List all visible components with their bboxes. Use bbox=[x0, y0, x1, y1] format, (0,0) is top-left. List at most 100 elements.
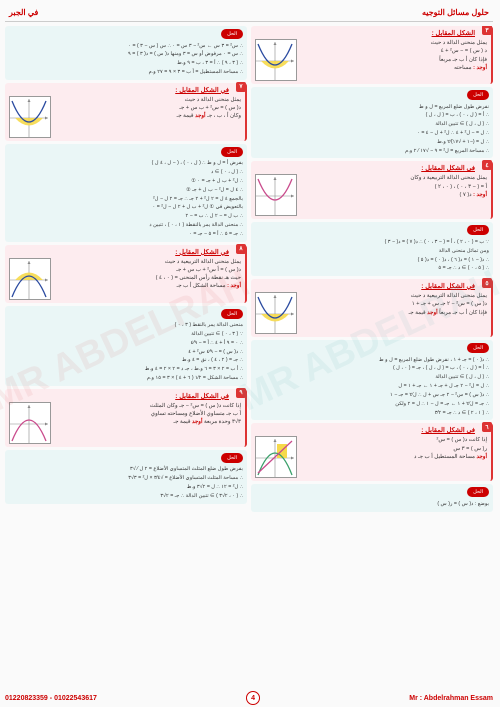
problem-graph bbox=[256, 174, 298, 216]
problem-title: في الشكل المقابل : bbox=[256, 282, 476, 290]
problem-graph bbox=[10, 402, 52, 444]
page-footer: Mr : Abdelrahman Essam 4 01022543617 - 0… bbox=[6, 691, 494, 705]
solution-line: ∴ ( ١ ، ٢ ) ∋ د ∴ جـ = ٣⁄٢ bbox=[256, 409, 490, 417]
problem-text: إذا كانت د( س ) = س² − جـ وكان المثلثأ ب… bbox=[55, 402, 242, 444]
problem-number: ٦ bbox=[483, 422, 493, 432]
solution-block: الحل نفرض طول ضلع المربع = ل و ط∴ أ = ( ل… bbox=[252, 87, 494, 158]
problem-graph bbox=[10, 258, 52, 300]
solution-label: الحل bbox=[222, 29, 244, 39]
solution-block: الحل ∴ س² = ٣ س ← س² − ٣ س = ٠ ∴ س ( س − … bbox=[6, 26, 248, 80]
solution-label: الحل bbox=[468, 225, 490, 235]
solution-line: ∴ ( ل ، ٠ ) ∋ د bbox=[10, 168, 244, 176]
solution-line: ∴ ل = ل² − ٢ جـ ل + جـ + ١ ← جـ + ١ = ل bbox=[256, 382, 490, 390]
solution-line: ∴ ل² + ب ل + جـ = ٠ ① bbox=[10, 177, 244, 185]
solution-line: ∴ ( ل ، ل ) ∋ تتبين الدالة bbox=[256, 373, 490, 381]
solution-block: الحل بفرض أ = ل و ط ∴ ( ل ، ٠ ) ، ( − ل ،… bbox=[6, 144, 248, 242]
solution-line: ∴ ( ٣ ، ٩ ) ∴ أ = ٣ ، ب = ٩ و.ط bbox=[10, 59, 244, 67]
problem-graph bbox=[256, 436, 298, 478]
solution-line: ∴ جـ = ( ٢ ، ٤ ) ، نق = ٤ و.ط bbox=[10, 356, 244, 364]
problem-title: في الشكل المقابل : bbox=[10, 392, 230, 400]
problem-number: ٤ bbox=[483, 160, 493, 170]
solution-line: بفرض طول ضلع المثلث المتساوي الأضلاع = ٢… bbox=[10, 465, 244, 473]
problem-title: في الشكل المقابل : bbox=[10, 248, 230, 256]
problem-number: ٨ bbox=[237, 244, 247, 254]
solution-label: الحل bbox=[222, 309, 244, 319]
solution-line: ∴ جـ = ل⁄٢ + ١ ← جـ = ل − ١ ∴ ل = ٢ ولكن bbox=[256, 400, 490, 408]
problem-title: في الشكل المقابل : bbox=[256, 426, 476, 434]
problem-title: في الشكل المقابل : bbox=[256, 164, 476, 172]
problem-number: ٥ bbox=[483, 278, 493, 288]
problem-block: ٥ في الشكل المقابل : يمثل منحنى الدالة ا… bbox=[252, 279, 494, 337]
solution-block: الحل بفرض طول ضلع المثلث المتساوي الأضلاع… bbox=[6, 450, 248, 504]
solution-line: نفرض طول ضلع المربع = ل و ط bbox=[256, 103, 490, 111]
solution-line: منحنى الدالة يمر بالنقط ( ٣ ، ٠ ) bbox=[10, 321, 244, 329]
problem-text: يمثل منحنى الدالة د حيثد( س ) = س² + ب س… bbox=[55, 96, 242, 138]
solution-line: بفرض أ = ل و ط ∴ ( ل ، ٠ ) ، ( − ل ، ٤ ل… bbox=[10, 159, 244, 167]
solution-line: ∴ ب ل = − ٢ ل ∴ ب = − ٢ bbox=[10, 212, 244, 220]
problem-graph bbox=[256, 39, 298, 81]
solution-label: الحل bbox=[222, 453, 244, 463]
solution-line: ∴ س = ٠ مرفوض أو س = ٣ ومنها د( س ) = د(… bbox=[10, 50, 244, 58]
solution-label: الحل bbox=[468, 90, 490, 100]
problem-text: إذا كانت د( س ) = س²ر( س ) = ٣ سأوجد مسا… bbox=[301, 436, 488, 478]
problem-block: ٩ في الشكل المقابل : إذا كانت د( س ) = س… bbox=[6, 389, 248, 447]
solution-line: ∵ ب = ( ٠ ، ٢ ) ، أ = ( − ٣ ، ٠ ) ∴ د( ٧… bbox=[256, 238, 490, 246]
problem-graph bbox=[10, 96, 52, 138]
footer-author: Mr : Abdelrahman Essam bbox=[410, 695, 494, 702]
solution-line: ∵ ( ٣ ، ٠ ) ∋ تتبين الدالة bbox=[10, 330, 244, 338]
solution-line: بالجمع ٤ ل = ٢ ل² + ٢ جـ ∴ جـ = ٢ ل − ل² bbox=[10, 195, 244, 203]
solution-line: بالتعويض في ① ل² + ب ل + ٢ ل − ل² = ٠ bbox=[10, 203, 244, 211]
solution-label: الحل bbox=[468, 487, 490, 497]
solution-line: ∴ د( − ١ ) = د( ٦ ) ، د( ٠ ) = د( ٥ ) bbox=[256, 256, 490, 264]
solution-line: ∴ أ = ( ل ، ٠ ) ، ب = ( ل ، ل ) ، جـ = (… bbox=[256, 364, 490, 372]
solution-line: ∴ ل = (−١ + √١٧)⁄٢ و.ط bbox=[256, 138, 490, 146]
solution-line: ∴ د( س ) = − ٤⁄٩ س² + ٤ bbox=[10, 348, 244, 356]
footer-phones: 01022543617 - 01220823359 bbox=[6, 695, 98, 702]
solution-line: ∴ ل² = ١٢ ∴ ل = ٢√٣ و.ط bbox=[10, 483, 244, 491]
solution-label: الحل bbox=[222, 147, 244, 157]
problem-block: ٦ في الشكل المقابل : إذا كانت د( س ) = س… bbox=[252, 423, 494, 481]
problem-number: ٧ bbox=[237, 82, 247, 92]
problem-graph bbox=[256, 292, 298, 334]
solution-line: ∴ جـ = ٥ ∴ أ = ٥ − جـ = ٠ bbox=[10, 230, 244, 238]
solution-line: ∴ ( ل ، ل ) ∋ تتبين الدالة bbox=[256, 120, 490, 128]
solution-line: ∴ ٠ = ٩ أ + ٤ ∴ أ = − ٤⁄٩ bbox=[10, 339, 244, 347]
solution-line: ∴ ( ٠ ، ٢√٣ ) ∋ تتبين الدالة ∴ جـ = ٢√٣ bbox=[10, 492, 244, 500]
solution-block: الحل بوضع : د( س ) = ر( س ) bbox=[252, 484, 494, 511]
solution-block: الحل ∴ د( ٠ ) = جـ + ١ ، نفرض طول ضلع الم… bbox=[252, 340, 494, 420]
solution-line: ∴ ٤ ل = ل² − ب ل + جـ ② bbox=[10, 186, 244, 194]
solution-line: ∴ س² = ٣ س ← س² − ٣ س = ٠ ∴ س ( س − ٣ ) … bbox=[10, 42, 244, 50]
page-number: 4 bbox=[247, 691, 261, 705]
solution-line: ∴ مساحة المثلث المتساوي الأضلاع = √٣⁄٤ ×… bbox=[10, 474, 244, 482]
problem-block: ٨ في الشكل المقابل : يمثل منحنى الدالة ا… bbox=[6, 245, 248, 303]
problem-text: يمثل منحنى الدالة التربيعية د حيثد( س ) … bbox=[301, 292, 488, 334]
header-right: حلول مسائل التوجيه bbox=[423, 8, 490, 17]
solution-line: ∴ مساحة المستطيل = أ ب = ٣ × ٩ = ٢٧ و.م bbox=[10, 68, 244, 76]
problem-text: يمثل منحنى الدالة د حيثد ( س ) = − س² + … bbox=[301, 39, 488, 81]
right-column: الحل ∴ س² = ٣ س ← س² − ٣ س = ٠ ∴ س ( س − … bbox=[6, 26, 248, 689]
solution-label: الحل bbox=[468, 343, 490, 353]
left-column: ٣ الشكل المقابل : يمثل منحنى الدالة د حي… bbox=[252, 26, 494, 689]
solution-line: بوضع : د( س ) = ر( س ) bbox=[256, 500, 490, 508]
problem-number: ٩ bbox=[237, 388, 247, 398]
page-header: حلول مسائل التوجيه في الجبر bbox=[6, 8, 494, 22]
solution-line: ∴ مساحة المربع = ل² = ٩ − √١٧ ⁄ ٢ و.م bbox=[256, 147, 490, 155]
problem-number: ٣ bbox=[483, 26, 493, 35]
problem-text: يمثل منحنى الدالة التربيعية د وكانأ = ( … bbox=[301, 174, 488, 216]
solution-line: ومن تماثل منحنى الدالة bbox=[256, 247, 490, 255]
solution-block: الحل ∵ ب = ( ٠ ، ٢ ) ، أ = ( − ٣ ، ٠ ) ∴ … bbox=[252, 222, 494, 276]
solution-line: ∴ ل = − ل² + ٤ ∴ ل² + ل − ٤ = ٠ bbox=[256, 129, 490, 137]
solution-line: ∴ ( ٥ ، ٠ ) ∋ د ∴ جـ = ٥ bbox=[256, 264, 490, 272]
problem-title: في الشكل المقابل : bbox=[10, 86, 230, 94]
problem-block: ٣ الشكل المقابل : يمثل منحنى الدالة د حي… bbox=[252, 26, 494, 84]
columns: ٣ الشكل المقابل : يمثل منحنى الدالة د حي… bbox=[6, 26, 494, 689]
solution-line: ∴ أ = ( ل ، ٠ ) ، ب = ( ل ، ل ) bbox=[256, 111, 490, 119]
problem-title: الشكل المقابل : bbox=[256, 29, 476, 37]
problem-block: ٧ في الشكل المقابل : يمثل منحنى الدالة د… bbox=[6, 83, 248, 141]
solution-line: ∴ مساحة الشكل = ١⁄٢ ( ٦ + ٤ ) × ٣ = ١٥ و… bbox=[10, 374, 244, 382]
solution-block: الحل منحنى الدالة يمر بالنقط ( ٣ ، ٠ )∵ (… bbox=[6, 306, 248, 386]
solution-line: ∴ د( ٠ ) = جـ + ١ ، نفرض طول ضلع المربع … bbox=[256, 356, 490, 364]
header-left: في الجبر bbox=[10, 8, 39, 17]
solution-line: ∴ منحنى الدالة يمر بالنقطة ( ١ ، ٠ ) ، ت… bbox=[10, 221, 244, 229]
problem-text: يمثل منحنى الدالة التربيعية د حيثد( س ) … bbox=[55, 258, 242, 300]
